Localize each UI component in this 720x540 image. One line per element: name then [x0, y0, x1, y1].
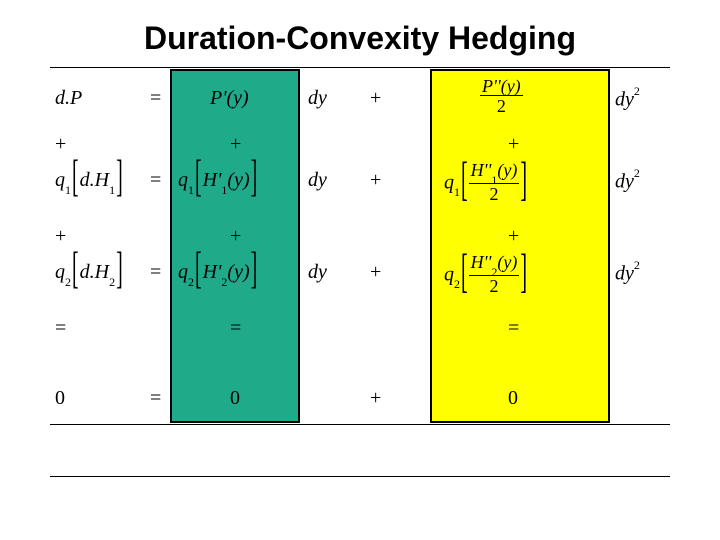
r2-middle: q1[H'1(y)] — [178, 169, 258, 195]
r3-right-hsub: 2 — [491, 265, 497, 279]
r2-lhs-hsub: 1 — [109, 183, 115, 197]
r1-plus: + — [370, 87, 381, 110]
r1-right: P''(y)2 — [480, 79, 523, 117]
plus1-c: + — [508, 133, 519, 156]
r2-mid-q: q — [178, 169, 188, 191]
r3-lhs: q2[d.H2] — [55, 261, 124, 287]
r3-mid-qsub: 2 — [188, 275, 194, 289]
r2-lhs-dh: d.H — [80, 169, 109, 191]
r3-dy2-sup: 2 — [634, 258, 640, 272]
r3-right-qsub: 2 — [454, 277, 460, 291]
r2-right: q1[H''1(y)2] — [444, 163, 528, 205]
r3-lhs-q: q — [55, 261, 65, 283]
eqrow-a: = — [55, 317, 66, 340]
r1-dy2-base: dy — [615, 89, 634, 111]
r2-eq: = — [150, 169, 161, 192]
r1-eq: = — [150, 87, 161, 110]
eqrow-b: = — [230, 317, 241, 340]
r3-lhs-hsub: 2 — [109, 275, 115, 289]
r2-lhs-qsub: 1 — [65, 183, 71, 197]
r2-dy2-sup: 2 — [634, 166, 640, 180]
r2-right-num: H'' — [471, 160, 492, 180]
bottom-plus: + — [370, 387, 381, 410]
r3-plus: + — [370, 261, 381, 284]
eqrow-c: = — [508, 317, 519, 340]
r1-middle: P'(y) — [210, 87, 249, 110]
plus1-a: + — [55, 133, 66, 156]
r3-right-num: H'' — [471, 252, 492, 272]
r3-right-tail: (y) — [497, 252, 517, 272]
plus2-c: + — [508, 225, 519, 248]
r2-dy2-base: dy — [615, 171, 634, 193]
r2-right-qsub: 1 — [454, 185, 460, 199]
bottom-eq: = — [150, 387, 161, 410]
r3-mid-hsub: 2 — [221, 275, 227, 289]
r2-mid-hsub: 1 — [221, 183, 227, 197]
r2-plus: + — [370, 169, 381, 192]
r1-frac-den: 2 — [480, 96, 523, 115]
rule-bot — [50, 476, 670, 477]
r3-middle: q2[H'2(y)] — [178, 261, 258, 287]
plus2-b: + — [230, 225, 241, 248]
r2-right-q: q — [444, 171, 454, 193]
r2-dy: dy — [308, 169, 327, 192]
r2-dy2: dy2 — [615, 169, 640, 194]
r3-right: q2[H''2(y)2] — [444, 255, 528, 297]
r1-dy2-sup: 2 — [634, 84, 640, 98]
rule-top — [50, 67, 670, 68]
r3-right-q: q — [444, 263, 454, 285]
r3-mid-tail: (y) — [227, 261, 249, 283]
plus1-b: + — [230, 133, 241, 156]
r2-lhs: q1[d.H1] — [55, 169, 124, 195]
r2-mid-tail: (y) — [227, 169, 249, 191]
r1-dy2: dy2 — [615, 87, 640, 112]
r2-right-hsub: 1 — [491, 173, 497, 187]
r3-eq: = — [150, 261, 161, 284]
bottom-b: 0 — [230, 387, 240, 410]
rule-mid — [50, 424, 670, 425]
r2-mid-h: H' — [203, 169, 222, 191]
r2-right-tail: (y) — [497, 160, 517, 180]
r3-dy: dy — [308, 261, 327, 284]
r3-lhs-qsub: 2 — [65, 275, 71, 289]
r2-mid-qsub: 1 — [188, 183, 194, 197]
r1-frac-num: P''(y) — [480, 77, 523, 96]
bottom-a: 0 — [55, 387, 65, 410]
r1-dy: dy — [308, 87, 327, 110]
r3-lhs-dh: d.H — [80, 261, 109, 283]
r1-lhs: d.P — [55, 87, 82, 110]
r3-dy2-base: dy — [615, 263, 634, 285]
bottom-c: 0 — [508, 387, 518, 410]
page-title: Duration-Convexity Hedging — [0, 0, 720, 67]
plus2-a: + — [55, 225, 66, 248]
r2-lhs-q: q — [55, 169, 65, 191]
r3-mid-h: H' — [203, 261, 222, 283]
r3-mid-q: q — [178, 261, 188, 283]
equation-area: d.P = P'(y) dy + P''(y)2 dy2 + + + q1[d.… — [50, 67, 670, 487]
r3-dy2: dy2 — [615, 261, 640, 286]
